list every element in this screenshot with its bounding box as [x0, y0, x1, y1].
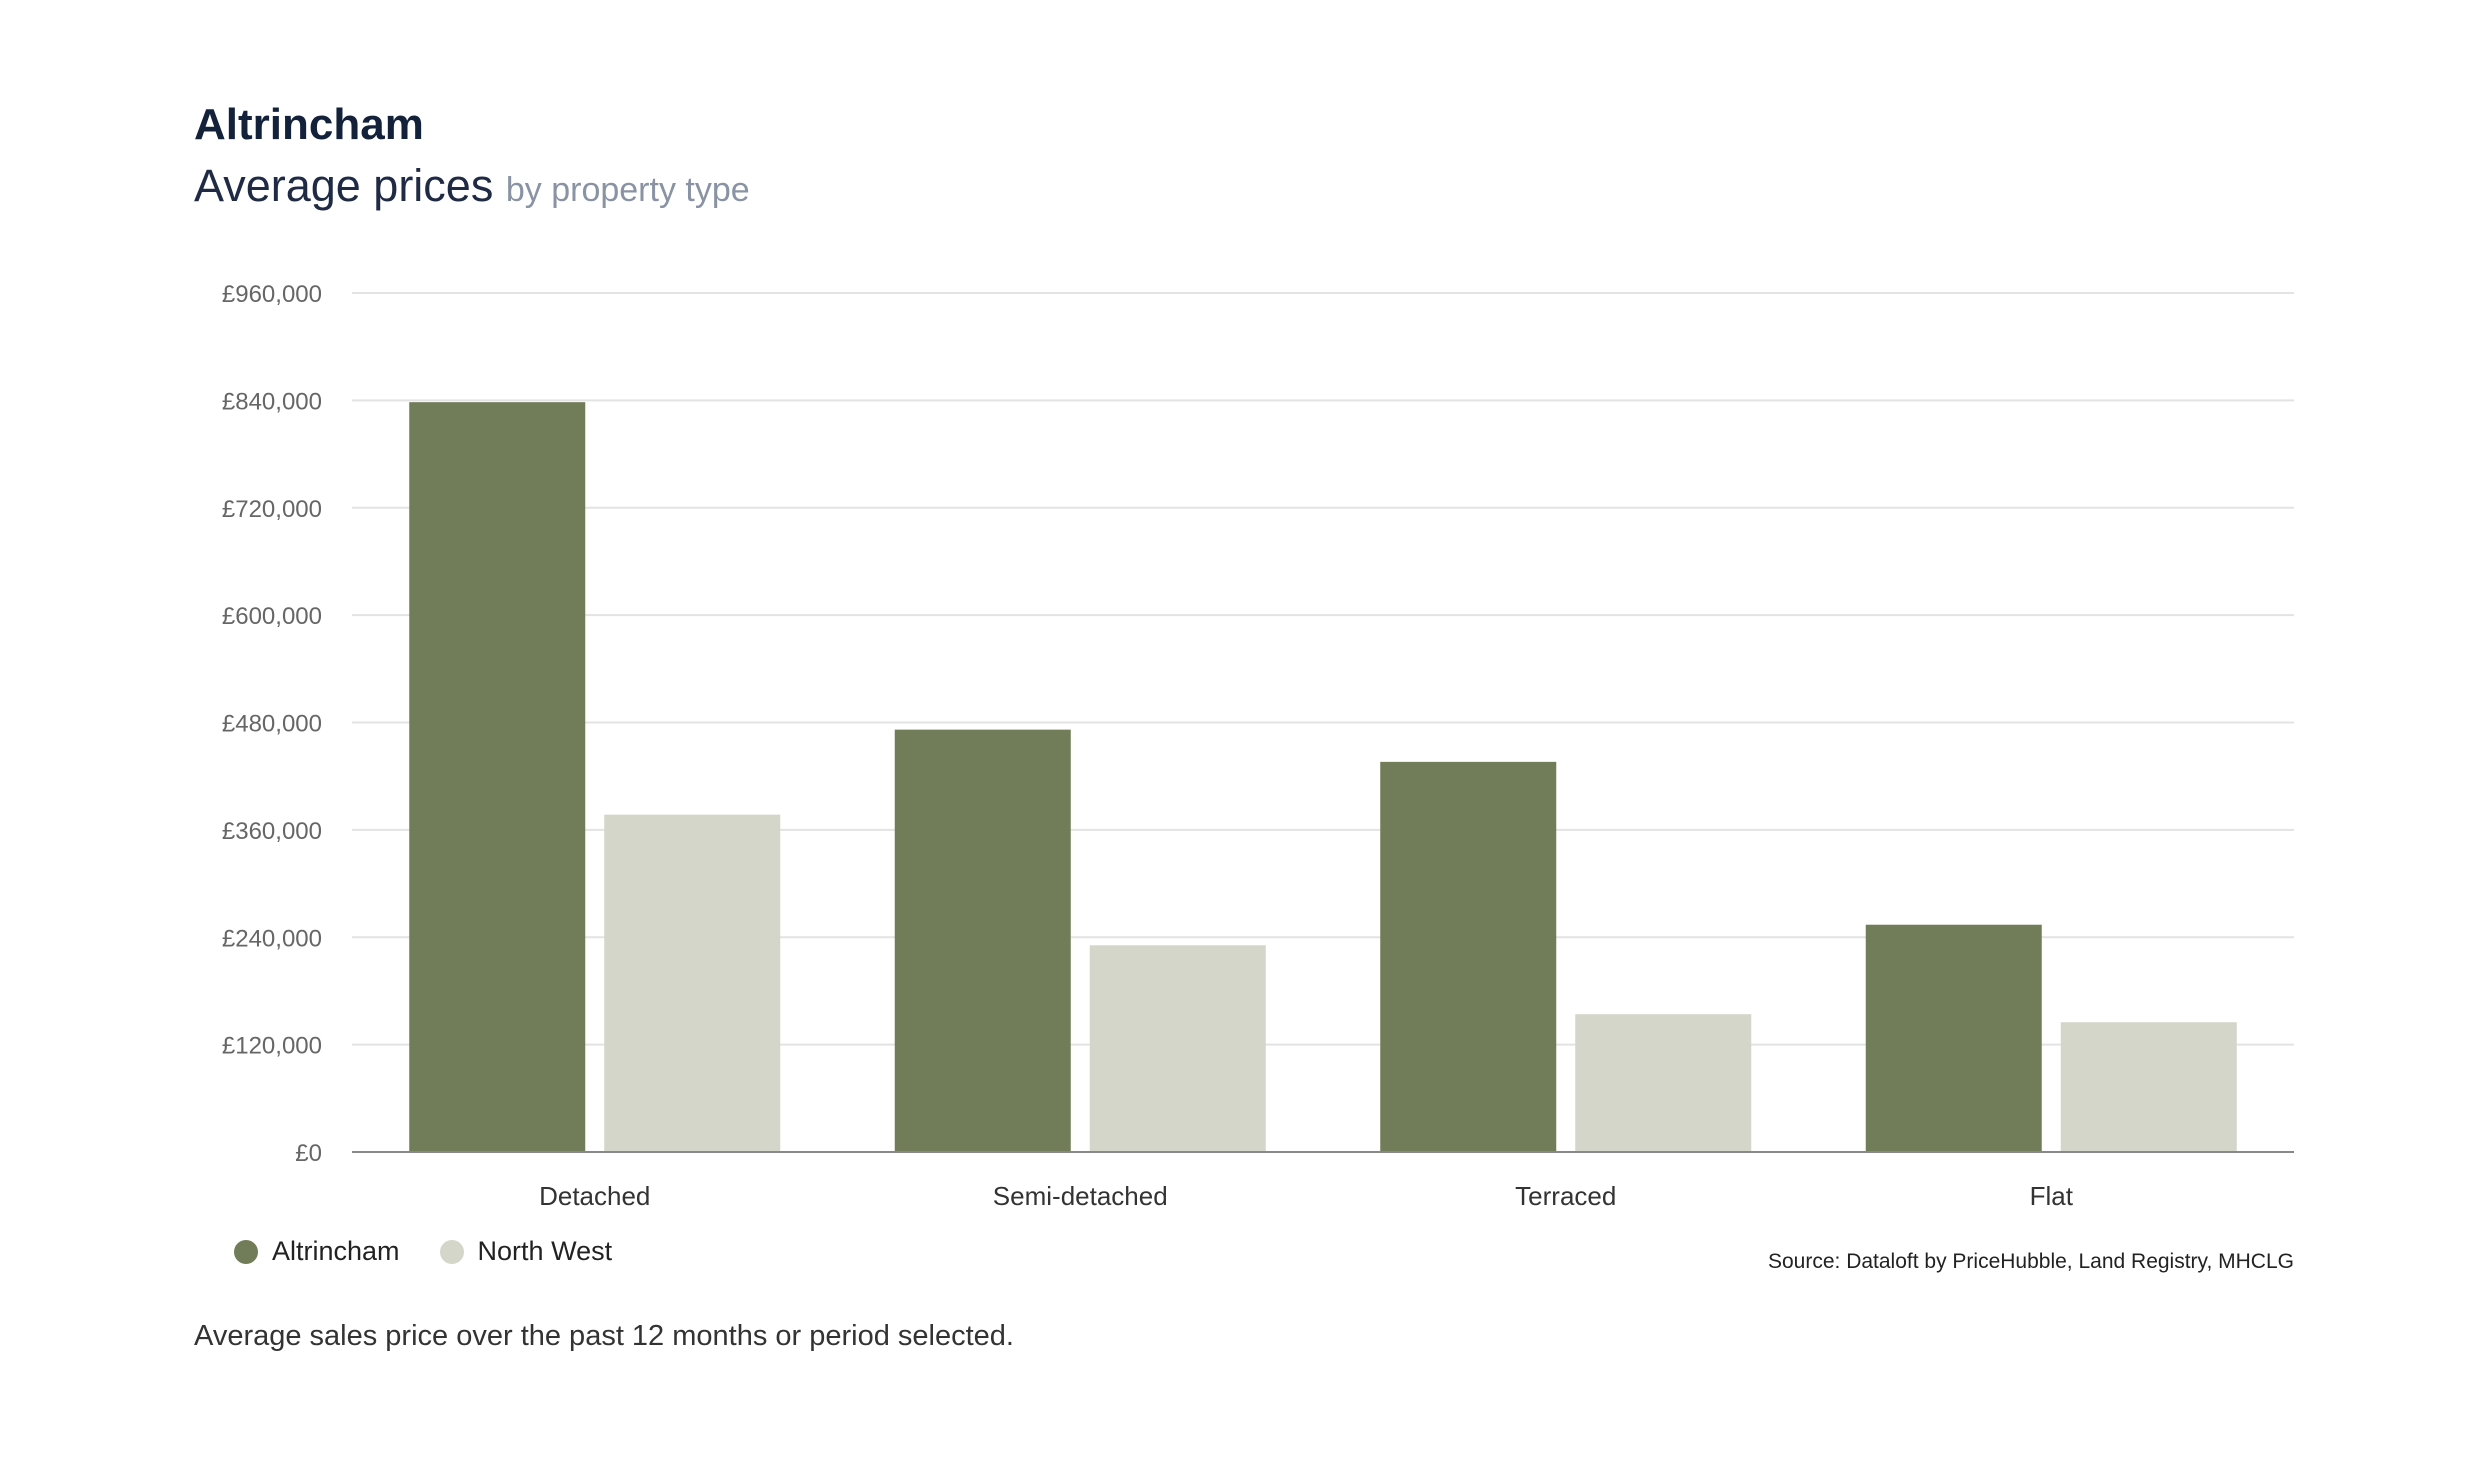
y-tick-label: £360,000: [222, 818, 322, 845]
y-tick-label: £480,000: [222, 711, 322, 738]
y-tick-label: £0: [295, 1140, 322, 1167]
y-tick-label: £960,000: [222, 281, 322, 308]
legend-label: Altrincham: [272, 1236, 400, 1266]
bar-altrincham: [894, 729, 1071, 1152]
bar-north-west: [1575, 1014, 1752, 1152]
x-tick-label: Terraced: [1515, 1181, 1616, 1211]
source-text: Source: Dataloft by PriceHubble, Land Re…: [1767, 1250, 2294, 1273]
legend-swatch: [234, 1239, 258, 1264]
legend-item-north-west[interactable]: North West: [439, 1236, 613, 1267]
y-tick-label: £840,000: [222, 388, 322, 415]
y-tick-label: £720,000: [222, 496, 322, 523]
y-tick-label: £600,000: [222, 603, 322, 630]
subtitle-muted: by property type: [505, 171, 750, 209]
chart-title: Altrincham: [194, 100, 424, 149]
y-tick-label: £240,000: [222, 925, 322, 952]
bar-north-west: [604, 814, 781, 1152]
bar-altrincham: [1865, 924, 2042, 1152]
legend-swatch: [439, 1239, 464, 1264]
bar-north-west: [1089, 945, 1266, 1152]
x-tick-label: Flat: [2030, 1181, 2074, 1211]
subtitle-main: Average prices: [194, 160, 494, 211]
x-tick-label: Semi-detached: [993, 1181, 1168, 1211]
bar-altrincham: [1380, 761, 1557, 1152]
footnote: Average sales price over the past 12 mon…: [194, 1320, 1014, 1352]
legend-label: North West: [477, 1236, 613, 1266]
bar-altrincham: [409, 402, 586, 1153]
legend: Altrincham North West: [234, 1236, 612, 1267]
chart-subtitle: Average prices by property type: [194, 160, 750, 212]
y-tick-label: £120,000: [222, 1033, 322, 1060]
bar-north-west: [2060, 1022, 2237, 1152]
x-tick-label: Detached: [539, 1181, 650, 1211]
legend-item-altrincham[interactable]: Altrincham: [234, 1236, 400, 1267]
